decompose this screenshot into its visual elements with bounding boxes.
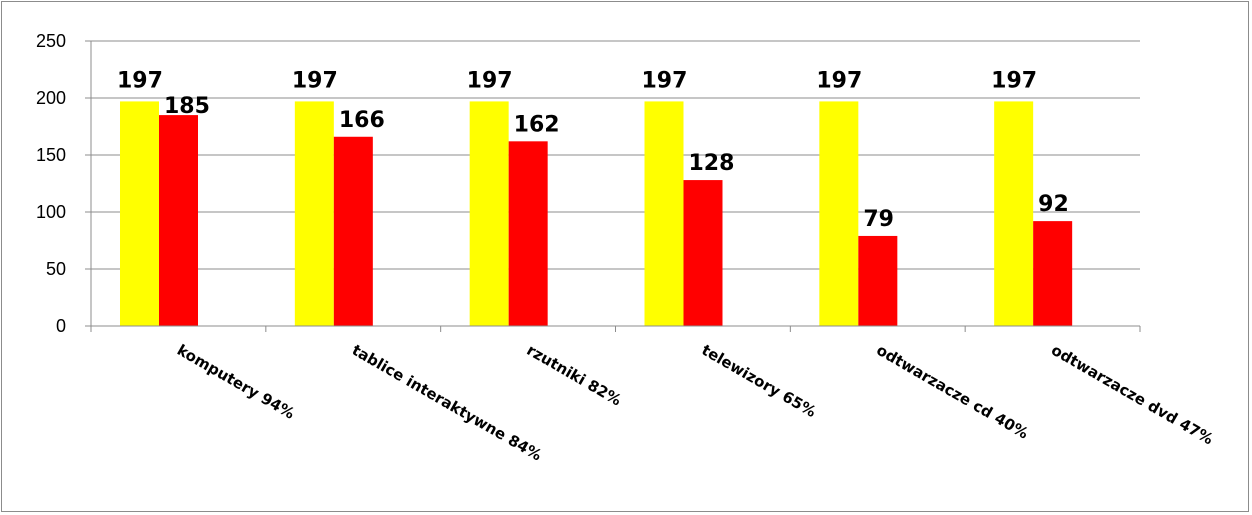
y-tick-label: 50 [46,259,66,279]
data-label: 166 [339,108,385,133]
bar [683,180,723,326]
y-tick-label: 150 [36,145,66,165]
bar [994,101,1034,326]
data-label: 79 [863,207,894,232]
bar [508,141,548,326]
x-category-label: rzutniki 82% [524,341,625,410]
data-label: 197 [642,68,688,93]
bar [159,115,198,326]
data-label: 197 [117,68,163,93]
x-category-label: tablice interaktywne 84% [349,341,545,465]
data-label: 197 [292,68,338,93]
bar [1033,221,1073,326]
data-label: 197 [991,68,1037,93]
bar [819,101,859,326]
bar [858,235,898,326]
bar [294,101,334,326]
data-label: 185 [164,94,210,119]
bar [469,101,509,326]
y-tick-label: 100 [36,202,66,222]
y-tick-label: 0 [56,316,66,336]
data-label: 197 [816,68,862,93]
y-tick-label: 250 [36,31,66,51]
x-category-label: odtwarzacze dvd 47% [1048,341,1216,449]
data-label: 128 [689,151,735,176]
data-label: 162 [514,112,560,137]
bar [120,101,159,326]
data-label: 197 [467,68,513,93]
bar [333,136,373,326]
x-category-label: odtwarzacze cd 40% [873,341,1031,443]
bar [644,101,684,326]
data-label: 92 [1038,192,1069,217]
x-category-label: telewizory 65% [699,341,820,421]
x-category-label: komputery 94% [174,341,298,423]
y-tick-label: 200 [36,88,66,108]
